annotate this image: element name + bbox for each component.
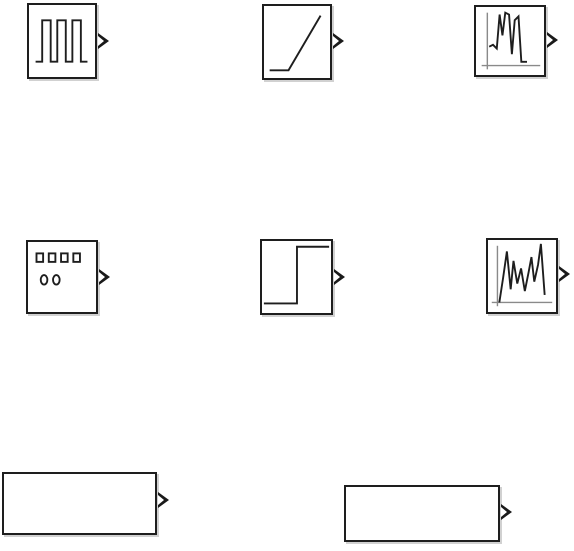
constant-block-left[interactable] (2, 472, 157, 535)
output-port-icon[interactable] (547, 32, 559, 48)
output-port-icon[interactable] (334, 269, 346, 285)
step-icon (263, 245, 330, 305)
output-port-icon[interactable] (333, 33, 345, 49)
step-block[interactable] (260, 239, 333, 315)
pulse-generator-block[interactable] (27, 3, 97, 79)
constant-block-right[interactable] (344, 485, 500, 542)
random-signal-block[interactable] (486, 238, 558, 314)
digital-counter-icon (35, 252, 81, 286)
output-port-icon[interactable] (99, 269, 111, 285)
waveform-plot-icon (481, 11, 541, 70)
output-port-icon[interactable] (501, 504, 513, 520)
random-waveform-icon (491, 243, 553, 307)
repeating-sequence-block[interactable] (26, 240, 98, 314)
output-port-icon[interactable] (158, 492, 170, 508)
output-port-icon[interactable] (559, 266, 571, 282)
ramp-icon (269, 15, 322, 72)
signal-from-workspace-block[interactable] (474, 5, 546, 77)
output-port-icon[interactable] (98, 33, 110, 49)
pulse-train-icon (35, 19, 88, 63)
ramp-block[interactable] (262, 4, 332, 80)
